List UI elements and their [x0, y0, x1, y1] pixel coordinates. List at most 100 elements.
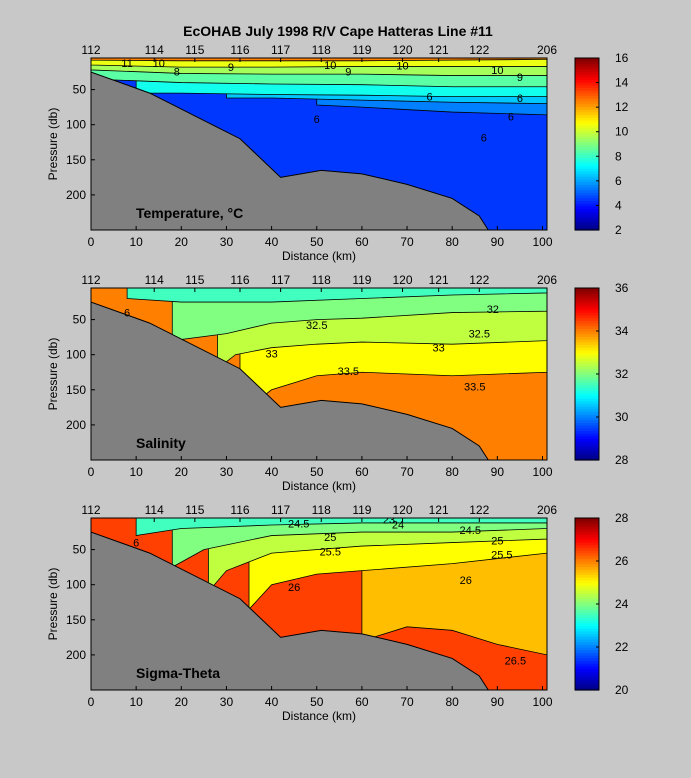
colorbar-cell [575, 609, 599, 613]
colorbar-cell [575, 582, 599, 586]
contour-label: 25 [324, 532, 336, 544]
station-label: 119 [352, 503, 371, 517]
x-tick-label: 40 [265, 235, 279, 249]
station-label: 118 [312, 43, 331, 57]
contour-label: 6 [517, 93, 523, 105]
station-label: 115 [185, 503, 204, 517]
colorbar-cell [575, 106, 599, 110]
x-tick-label: 10 [129, 235, 143, 249]
contour-label: 8 [174, 66, 180, 78]
colorbar-cell [575, 211, 599, 215]
axes-frame [90, 57, 548, 231]
colorbar-cell [575, 427, 599, 432]
colorbar-cell [575, 336, 599, 340]
y-tick-label: 200 [66, 418, 86, 432]
colorbar-cell [575, 317, 599, 321]
colorbar-cell [575, 173, 599, 177]
station-label: 112 [81, 503, 100, 517]
contour-label: 25.5 [320, 547, 341, 559]
colorbar-cell [575, 681, 599, 686]
axes-frame [90, 517, 548, 691]
contour-label: 33 [433, 343, 445, 355]
colorbar-cell [575, 103, 599, 107]
contour-label: 6 [314, 114, 320, 126]
panel-label: Salinity [136, 435, 186, 451]
y-tick-label: 150 [66, 613, 86, 627]
y-tick-label: 100 [66, 578, 86, 592]
colorbar-cell [575, 550, 599, 554]
colorbar-cell [575, 170, 599, 175]
station-label: 117 [271, 273, 290, 287]
colorbar-cell [575, 368, 599, 372]
colorbar-cell [575, 293, 599, 297]
colorbar-cell [575, 117, 599, 121]
colorbar-cell [575, 563, 599, 567]
x-tick-label: 50 [310, 465, 324, 479]
colorbar-cell [575, 133, 599, 137]
station-label: 121 [429, 273, 449, 287]
colorbar-cell [575, 162, 599, 167]
colorbar-cell [575, 58, 599, 62]
colorbar-tick-label: 6 [615, 174, 622, 188]
colorbar-cell [575, 438, 599, 442]
x-tick-label: 80 [446, 695, 460, 709]
colorbar-cell [575, 406, 599, 410]
colorbar-cell [575, 430, 599, 434]
colorbar-cell [575, 90, 599, 94]
colorbar-cell [575, 60, 599, 64]
colorbar-cell [575, 154, 599, 159]
colorbar-cell [575, 593, 599, 597]
colorbar-cell [575, 135, 599, 140]
colorbar-cell [575, 331, 599, 335]
colorbar: 28 30 32 34 36 [574, 281, 629, 467]
colorbar-cell [575, 569, 599, 573]
contour-label: 9 [345, 66, 351, 78]
colorbar-cell [575, 534, 599, 538]
colorbar-cell [575, 387, 599, 391]
colorbar-cell [575, 422, 599, 426]
colorbar-cell [575, 312, 599, 316]
station-label: 118 [312, 273, 331, 287]
colorbar-cell [575, 357, 599, 362]
colorbar-cell [575, 587, 599, 592]
colorbar-cell [575, 95, 599, 99]
station-label: 206 [537, 503, 557, 517]
colorbar-cell [575, 414, 599, 418]
x-tick-label: 0 [88, 695, 95, 709]
colorbar-cell [575, 614, 599, 619]
station-label: 121 [429, 43, 449, 57]
colorbar-tick-label: 32 [615, 367, 629, 381]
contour-label: 24 [392, 519, 404, 531]
x-tick-label: 90 [491, 235, 505, 249]
colorbar-cell [575, 604, 599, 608]
colorbar-cell [575, 349, 599, 354]
station-label: 120 [393, 43, 413, 57]
colorbar-cell [575, 638, 599, 643]
colorbar-cell [575, 536, 599, 541]
colorbar-cell [575, 76, 599, 81]
colorbar-cell [575, 213, 599, 218]
colorbar-cell [575, 555, 599, 559]
colorbar-cell [575, 547, 599, 551]
colorbar-cell [575, 595, 599, 600]
y-tick-label: 200 [66, 188, 86, 202]
colorbar-cell [575, 344, 599, 348]
colorbar-cell [575, 227, 599, 231]
x-tick-label: 40 [265, 695, 279, 709]
colorbar-cell [575, 652, 599, 656]
contour-band [135, 518, 547, 537]
contour-label: 32 [487, 304, 499, 316]
colorbar-cell [575, 558, 599, 562]
colorbar-cell [575, 200, 599, 204]
colorbar-cell [575, 195, 599, 199]
colorbar-cell [575, 417, 599, 421]
contour-label: 32.5 [306, 320, 327, 332]
station-label: 114 [145, 503, 164, 517]
colorbar-cell [575, 687, 599, 691]
colorbar-cell [575, 178, 599, 183]
colorbar-cell [575, 138, 599, 142]
contour-band [207, 518, 547, 593]
